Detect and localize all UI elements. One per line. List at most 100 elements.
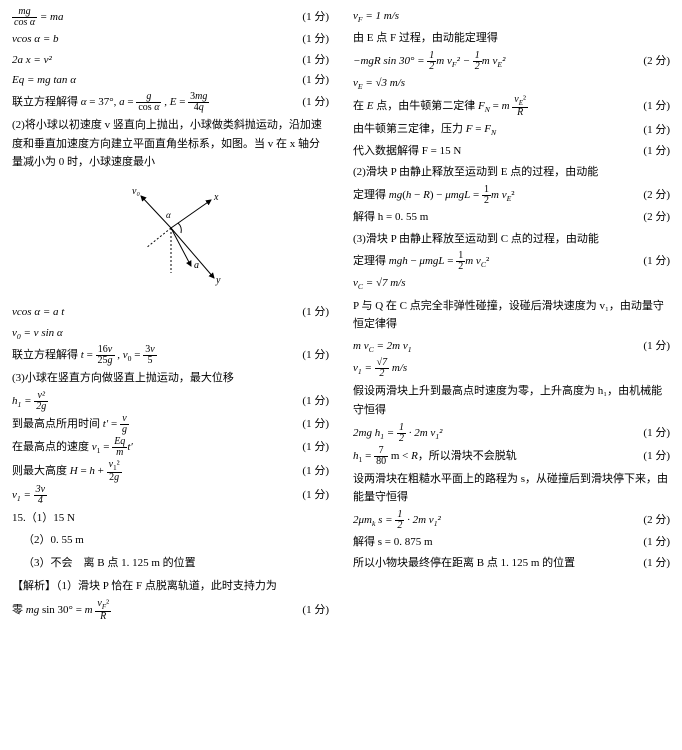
equation-row: 零 mg sin 30° = m vF²R (1 分) [12,599,329,622]
equation-text: 到最高点所用时间 t′ = vg [12,414,129,435]
equation-text: 零 mg sin 30° = m vF²R [12,599,111,622]
vector-diagram: v₀ x a y α [12,178,329,298]
equation-row: 由牛顿第三定律，压力 F = FN (1 分) [353,120,670,139]
equation-row: v0 = v sin α [12,324,329,343]
left-column: mgcos α = ma (1 分) vcos α = b (1 分) 2a x… [0,0,341,750]
equation-row: m vC = 2m v1 (1 分) [353,337,670,356]
paragraph-text: 假设两滑块上升到最高点时速度为零，上升高度为 h₁，由机械能守恒得 [353,382,670,419]
points-text: (2 分) [635,186,670,205]
points-text: (2 分) [635,52,670,71]
points-text: (1 分) [294,8,329,27]
equation-row: 定理得 mgh − μmgL = 12m vC² (1 分) [353,251,670,272]
paragraph-text: 【解析】（1）滑块 P 恰在 F 点脱离轨道，此时支持力为 [12,577,329,596]
svg-text:y: y [215,275,221,286]
svg-text:v₀: v₀ [132,186,140,197]
equation-text: v1 = √72 m/s [353,358,407,379]
points-text: (1 分) [294,392,329,411]
equation-row: −mgR sin 30° = 12m vF² − 12m vE² (2 分) [353,51,670,72]
equation-text: vE = √3 m/s [353,74,405,93]
equation-row: 代入数据解得 F = 15 N (1 分) [353,142,670,161]
equation-text: 在 E 点，由牛顿第二定律 FN = m vE²R [353,95,528,118]
paragraph-text: P 与 Q 在 C 点完全非弹性碰撞，设碰后滑块速度为 v₁，由动量守恒定律得 [353,297,670,334]
equation-text: 定理得 mg(h − R) − μmgL = 12m vE² [353,185,515,206]
equation-row: mgcos α = ma (1 分) [12,7,329,28]
equation-row: h1 = v²2g (1 分) [12,391,329,412]
points-text: (1 分) [635,424,670,443]
equation-text: vC = √7 m/s [353,274,406,293]
points-text: (1 分) [294,438,329,457]
equation-text: vcos α = b [12,30,59,49]
paragraph-text: (3)小球在竖直方向做竖直上抛运动，最大位移 [12,369,329,388]
points-text: (1 分) [294,303,329,322]
equation-text: h1 = v²2g [12,391,48,412]
equation-row: vF = 1 m/s [353,7,670,26]
points-text: (1 分) [294,30,329,49]
equation-row: 定理得 mg(h − R) − μmgL = 12m vE² (2 分) [353,185,670,206]
equation-text: mgcos α = ma [12,7,63,28]
equation-row: 2μmk s = 12 · 2m v1² (2 分) [353,510,670,531]
equation-row: h1 = 780 m < R，所以滑块不会脱轨 (1 分) [353,446,670,467]
points-text: (1 分) [635,447,670,466]
points-text: (1 分) [635,121,670,140]
equation-text: 则最大高度 H = h + v1²2g [12,460,122,483]
equation-text: v1 = 3v4 [12,485,47,506]
points-text: (1 分) [635,97,670,116]
equation-text: 由牛顿第三定律，压力 F = FN [353,120,496,139]
equation-text: v0 = v sin α [12,324,63,343]
equation-text: Eq = mg tan α [12,71,76,90]
equation-row: v1 = √72 m/s [353,358,670,379]
equation-row: 2mg h1 = 12 · 2m v1² (1 分) [353,423,670,444]
equation-row: 到最高点所用时间 t′ = vg (1 分) [12,414,329,435]
equation-row: 所以小物块最终停在距离 B 点 1. 125 m 的位置 (1 分) [353,554,670,573]
equation-row: 在 E 点，由牛顿第二定律 FN = m vE²R (1 分) [353,95,670,118]
equation-row: 解得 s = 0. 875 m (1 分) [353,533,670,552]
points-text: (1 分) [294,51,329,70]
paragraph-text: 由 E 点 F 过程，由动能定理得 [353,29,670,48]
paragraph-text: （2）0. 55 m [12,531,329,550]
equation-text: 联立方程解得 α = 37°, a = gcos α , E = 3mg4q [12,92,209,113]
equation-row: vE = √3 m/s [353,74,670,93]
equation-row: vC = √7 m/s [353,274,670,293]
svg-text:x: x [213,192,219,203]
equation-row: vcos α = b (1 分) [12,30,329,49]
points-text: (1 分) [635,337,670,356]
equation-row: v1 = 3v4 (1 分) [12,485,329,506]
points-text: (1 分) [635,554,670,573]
points-text: (1 分) [294,462,329,481]
points-text: (1 分) [294,415,329,434]
equation-row: 联立方程解得 t = 16v25g , v0 = 3v5 (1 分) [12,345,329,366]
paragraph-text: 15.（1）15 N [12,509,329,528]
svg-text:a: a [194,260,199,271]
equation-row: vcos α = a t (1 分) [12,303,329,322]
points-text: (1 分) [294,346,329,365]
points-text: (2 分) [635,208,670,227]
points-text: (1 分) [635,142,670,161]
equation-text: h1 = 780 m < R，所以滑块不会脱轨 [353,446,517,467]
equation-text: 2μmk s = 12 · 2m v1² [353,510,441,531]
points-text: (1 分) [635,252,670,271]
points-text: (1 分) [635,533,670,552]
equation-text: vF = 1 m/s [353,7,399,26]
svg-text:α: α [166,210,171,220]
points-text: (1 分) [294,71,329,90]
points-text: (1 分) [294,486,329,505]
equation-text: 2mg h1 = 12 · 2m v1² [353,423,442,444]
equation-text: 联立方程解得 t = 16v25g , v0 = 3v5 [12,345,157,366]
equation-row: 则最大高度 H = h + v1²2g (1 分) [12,460,329,483]
equation-text: 解得 s = 0. 875 m [353,533,433,552]
equation-text: 代入数据解得 F = 15 N [353,142,461,161]
paragraph-text: (2)将小球以初速度 v 竖直向上抛出，小球做类斜抛运动，沿加速度和垂直加速度方… [12,116,329,172]
equation-text: vcos α = a t [12,303,64,322]
equation-text: 在最高点的速度 v1 = Eqmt′ [12,437,133,458]
equation-text: m vC = 2m v1 [353,337,412,356]
paragraph-text: (3)滑块 P 由静止释放至运动到 C 点的过程，由动能 [353,230,670,249]
equation-text: 2a x = v² [12,51,52,70]
equation-row: 解得 h = 0. 55 m (2 分) [353,208,670,227]
paragraph-text: (2)滑块 P 由静止释放至运动到 E 点的过程，由动能 [353,163,670,182]
equation-row: 在最高点的速度 v1 = Eqmt′ (1 分) [12,437,329,458]
equation-text: 所以小物块最终停在距离 B 点 1. 125 m 的位置 [353,554,575,573]
points-text: (1 分) [294,93,329,112]
right-column: vF = 1 m/s 由 E 点 F 过程，由动能定理得 −mgR sin 30… [341,0,682,750]
equation-text: 解得 h = 0. 55 m [353,208,428,227]
equation-text: 定理得 mgh − μmgL = 12m vC² [353,251,489,272]
